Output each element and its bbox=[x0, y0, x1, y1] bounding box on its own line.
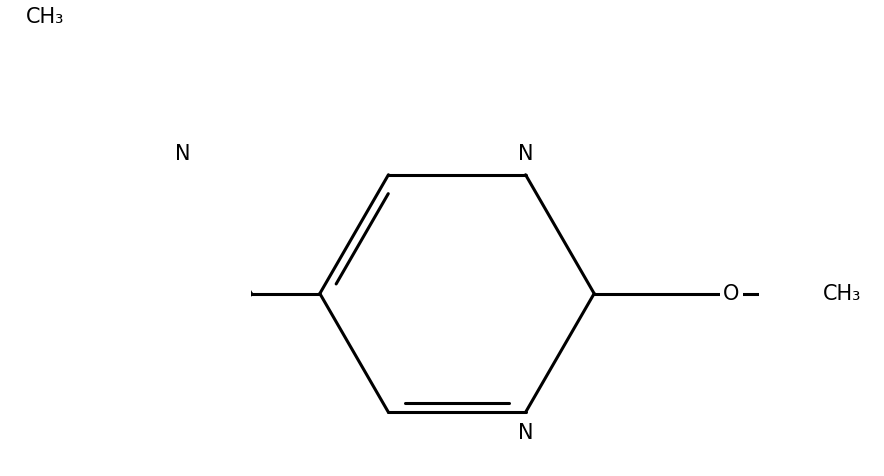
Text: N: N bbox=[518, 144, 533, 164]
Text: CH₃: CH₃ bbox=[823, 284, 862, 304]
Text: N: N bbox=[175, 144, 190, 164]
Text: O: O bbox=[723, 284, 740, 304]
Text: N: N bbox=[518, 423, 533, 443]
Text: CH₃: CH₃ bbox=[27, 7, 65, 27]
